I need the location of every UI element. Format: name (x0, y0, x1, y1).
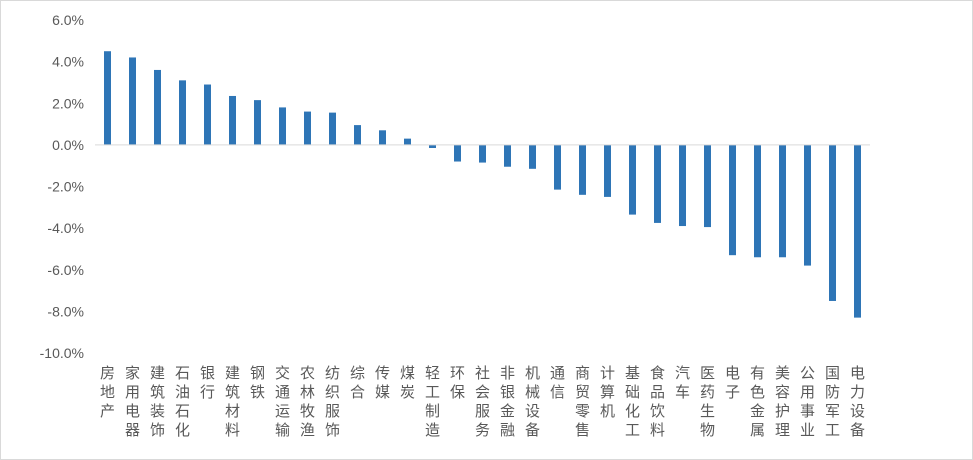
x-category-label: 国防军工 (825, 364, 840, 439)
bar (404, 138, 411, 145)
y-tick-label: -8.0% (47, 303, 84, 319)
bar (354, 125, 361, 145)
bar (279, 107, 286, 145)
x-category-label: 房地产 (100, 364, 115, 420)
x-category-label: 综合 (350, 364, 365, 401)
x-category-label: 医药生物 (700, 364, 715, 439)
x-category-label: 交通运输 (275, 364, 290, 439)
bar (679, 144, 686, 227)
x-category-label: 电子 (725, 364, 740, 401)
x-category-label: 基础化工 (625, 364, 640, 439)
y-axis: 6.0% 4.0% 2.0% 0.0% -2.0% -4.0% -6.0% -8.0% -10.… (40, 12, 84, 361)
bar (104, 51, 111, 145)
x-category-label: 食品饮料 (650, 364, 665, 439)
bar (429, 144, 436, 148)
bar (479, 144, 486, 163)
x-category-label: 非银金融 (500, 364, 515, 439)
x-category-label: 社会服务 (475, 364, 490, 439)
x-category-label: 有色金属 (750, 364, 765, 439)
bar (504, 144, 511, 167)
bar (179, 80, 186, 145)
bar (304, 111, 311, 145)
bar (729, 144, 736, 256)
x-category-label: 商贸零售 (575, 364, 590, 439)
bar (529, 144, 536, 169)
y-tick-label: -2.0% (47, 179, 84, 195)
bar (604, 144, 611, 197)
x-category-label: 农林牧渔 (300, 364, 315, 439)
x-category-label: 机械设备 (525, 364, 540, 439)
y-tick-label: 0.0% (52, 137, 84, 153)
x-category-label: 传媒 (375, 364, 390, 401)
x-category-label: 建筑装饰 (150, 364, 165, 439)
bars (104, 51, 861, 318)
bar (704, 144, 711, 228)
bar (454, 144, 461, 162)
y-tick-label: 4.0% (52, 54, 84, 70)
bar (804, 144, 811, 266)
bar (254, 100, 261, 145)
x-category-label: 煤炭 (400, 364, 415, 401)
y-tick-label: -10.0% (40, 345, 84, 361)
x-category-label: 家用电器 (125, 364, 140, 439)
x-category-label: 电力设备 (850, 364, 865, 439)
y-tick-label: 6.0% (52, 12, 84, 28)
x-category-label: 石油石化 (175, 364, 190, 439)
bar (204, 84, 211, 145)
x-category-label: 汽车 (675, 364, 690, 401)
x-category-label: 轻工制造 (425, 364, 440, 439)
bar (854, 144, 861, 318)
bar (329, 112, 336, 145)
x-category-label: 环保 (450, 364, 465, 401)
bar (829, 144, 836, 301)
x-category-label: 通信 (550, 364, 565, 401)
x-category-label: 公用事业 (800, 364, 815, 439)
bar (129, 57, 136, 145)
x-category-label: 美容护理 (775, 364, 790, 439)
bar (579, 144, 586, 195)
y-tick-label: -6.0% (47, 262, 84, 278)
y-tick-label: -4.0% (47, 220, 84, 236)
bar (154, 69, 161, 145)
bar (754, 144, 761, 258)
bar (654, 144, 661, 223)
bar (379, 130, 386, 145)
bar (554, 144, 561, 190)
x-axis-labels: 房地产家用电器建筑装饰石油石化银行建筑材料钢铁交通运输农林牧渔纺织服饰综合传媒煤… (100, 364, 865, 439)
x-category-label: 银行 (200, 364, 215, 401)
bar (629, 144, 636, 215)
bar (779, 144, 786, 258)
x-category-label: 纺织服饰 (325, 364, 340, 439)
x-category-label: 计算机 (600, 364, 615, 420)
x-category-label: 钢铁 (250, 364, 265, 401)
bar (229, 95, 236, 145)
y-tick-label: 2.0% (52, 95, 84, 111)
x-category-label: 建筑材料 (225, 364, 240, 439)
